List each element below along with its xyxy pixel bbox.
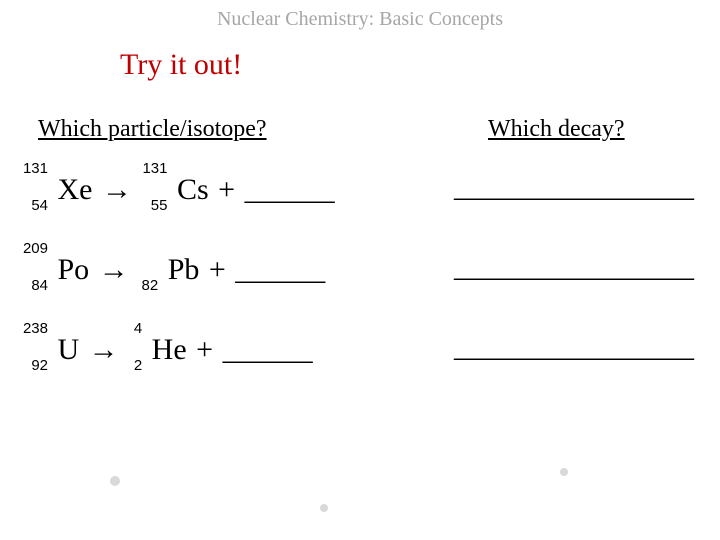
blank-particle-2: ______ [235,255,325,285]
equation-3: 238 92 U → 4 2 He + ______ [22,333,313,365]
mass-number: 4 [134,321,142,336]
blank-decay-3: ________________ [454,332,694,362]
arrow-icon: → [89,335,119,365]
decorative-dot [110,476,120,486]
plus-sign: + [196,335,213,365]
isotope-left-2: 209 84 [22,255,48,285]
isotope-left-3: 238 92 [22,335,48,365]
blank-particle-1: ______ [245,175,335,205]
arrow-icon: → [102,175,132,205]
atomic-number: 55 [151,198,168,213]
isotope-right-3: 4 2 [128,335,142,365]
isotope-left-1: 131 54 [22,175,48,205]
element-symbol: Po [58,255,90,285]
mass-number: 131 [23,161,48,176]
element-symbol: He [152,335,187,365]
blank-decay-1: ________________ [454,172,694,202]
slide-header: Nuclear Chemistry: Basic Concepts [0,8,720,31]
mass-number: 209 [23,241,48,256]
equation-2: 209 84 Po → 82 Pb + ______ [22,253,325,285]
equation-row-2: 209 84 Po → 82 Pb + ______ _____________… [22,252,702,285]
isotope-right-1: 131 55 [141,175,167,205]
equation-row-1: 131 54 Xe → 131 55 Cs + ______ _________… [22,172,702,205]
atomic-number: 54 [31,198,48,213]
equation-row-3: 238 92 U → 4 2 He + ______ _____________… [22,332,702,365]
plus-sign: + [209,255,226,285]
slide-title: Try it out! [120,48,242,82]
arrow-icon: → [99,255,129,285]
atomic-number: 82 [142,278,159,293]
atomic-number: 84 [31,278,48,293]
decorative-dot [560,468,568,476]
column-header-particle: Which particle/isotope? [38,116,267,143]
equation-1: 131 54 Xe → 131 55 Cs + ______ [22,173,335,205]
plus-sign: + [218,175,235,205]
decorative-dot [320,504,328,512]
mass-number: 131 [142,161,167,176]
blank-particle-3: ______ [223,335,313,365]
element-symbol: Cs [177,175,209,205]
atomic-number: 92 [31,358,48,373]
blank-decay-2: ________________ [454,252,694,282]
element-symbol: U [58,335,80,365]
element-symbol: Xe [58,175,93,205]
mass-number: 238 [23,321,48,336]
isotope-right-2: 82 [138,255,158,285]
column-header-decay: Which decay? [488,116,625,143]
slide: Nuclear Chemistry: Basic Concepts Try it… [0,0,720,540]
element-symbol: Pb [168,255,200,285]
atomic-number: 2 [134,358,142,373]
